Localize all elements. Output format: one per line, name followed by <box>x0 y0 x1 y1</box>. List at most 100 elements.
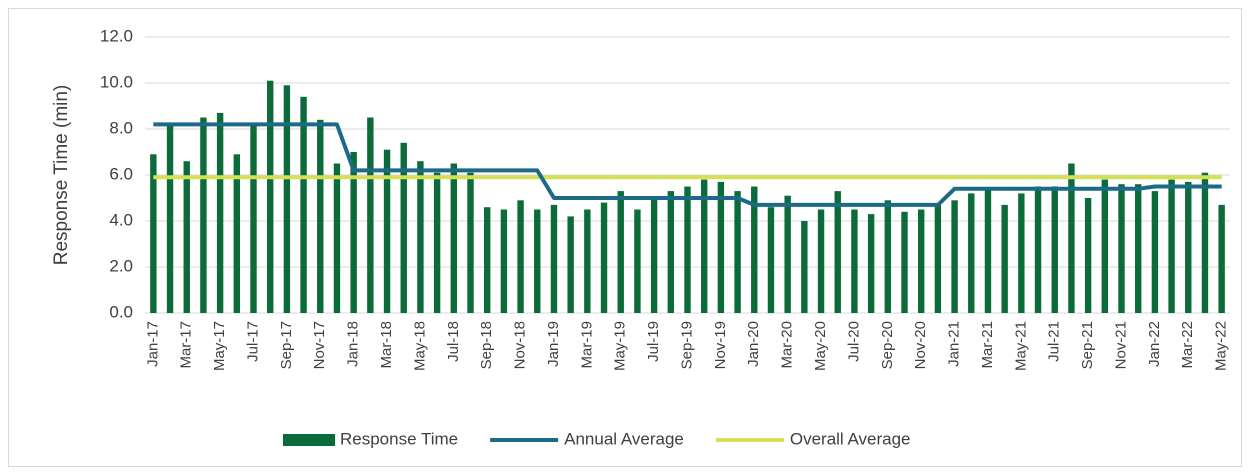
bar <box>1051 186 1058 313</box>
bar <box>550 204 558 313</box>
bar <box>851 209 858 313</box>
bar <box>150 154 157 313</box>
y-axis-label: Response Time (min) <box>51 85 72 266</box>
bar <box>300 96 307 313</box>
bar <box>250 124 257 314</box>
bar <box>200 117 207 313</box>
x-tick-label: Jan-17 <box>144 321 161 367</box>
bar <box>617 191 624 313</box>
bar <box>784 195 791 313</box>
bar <box>584 209 591 313</box>
x-tick-label: Jul-20 <box>845 321 862 362</box>
x-tick-label: Sep-21 <box>1079 321 1096 369</box>
y-tick-label: 4.0 <box>109 210 133 229</box>
bar <box>734 191 741 313</box>
x-tick-label: May-18 <box>411 321 428 371</box>
bar <box>567 216 574 313</box>
x-tick-label: Jan-20 <box>745 321 762 367</box>
bar <box>367 117 374 313</box>
bar <box>350 152 357 313</box>
bar <box>450 163 458 313</box>
x-tick-label: Jul-21 <box>1046 321 1063 362</box>
bar <box>1218 204 1225 313</box>
bar <box>467 172 474 313</box>
bar <box>1101 179 1109 313</box>
bar <box>433 172 441 313</box>
bar <box>1084 198 1092 313</box>
bar <box>1001 204 1008 313</box>
bar <box>1185 181 1192 313</box>
x-tick-label: Mar-17 <box>178 321 195 369</box>
bar <box>166 124 174 314</box>
x-tick-label: Jul-19 <box>645 321 662 362</box>
x-tick-label: Jan-19 <box>545 321 562 367</box>
bar <box>183 161 190 313</box>
bar <box>834 191 841 313</box>
x-tick-label: Nov-21 <box>1112 321 1129 369</box>
x-tick-label: May-21 <box>1012 321 1029 371</box>
bar <box>1134 184 1142 313</box>
bar <box>500 209 508 313</box>
bar <box>1201 172 1209 313</box>
x-tick-label: Sep-17 <box>278 321 295 369</box>
bar <box>650 198 658 313</box>
x-tick-label: Sep-20 <box>879 321 896 369</box>
bar <box>684 186 691 313</box>
bar <box>517 200 524 313</box>
bar <box>266 80 274 313</box>
bar <box>984 188 992 313</box>
x-tick-label: Nov-18 <box>512 321 529 369</box>
bar <box>934 204 942 313</box>
bar <box>1168 179 1175 313</box>
bar <box>317 119 324 313</box>
bar <box>233 154 241 313</box>
bar <box>417 161 424 313</box>
x-tick-label: May-20 <box>812 321 829 371</box>
legend-swatch <box>283 434 335 446</box>
x-tick-label: Jan-18 <box>345 321 362 367</box>
bar <box>884 200 892 313</box>
bar <box>751 186 758 313</box>
bar <box>700 179 708 313</box>
bar <box>333 163 341 313</box>
bar <box>1018 193 1025 313</box>
legend-label: Overall Average <box>790 429 911 448</box>
bar <box>1118 184 1125 313</box>
bar <box>901 211 908 313</box>
y-tick-label: 8.0 <box>109 118 133 137</box>
x-tick-label: Mar-20 <box>779 321 796 369</box>
bar <box>1151 191 1159 313</box>
x-tick-label: May-19 <box>612 321 629 371</box>
bar <box>968 193 975 313</box>
bar <box>1068 163 1075 313</box>
x-tick-label: Mar-21 <box>979 321 996 369</box>
x-tick-label: Mar-18 <box>378 321 395 369</box>
bar <box>667 191 675 313</box>
x-tick-label: Nov-20 <box>912 321 929 369</box>
y-tick-label: 2.0 <box>109 256 133 275</box>
x-tick-label: Jul-17 <box>244 321 261 362</box>
x-tick-label: Jan-22 <box>1146 321 1163 367</box>
legend-label: Response Time <box>340 429 458 448</box>
bar <box>1034 186 1042 313</box>
bar <box>283 85 291 313</box>
bar <box>817 209 825 313</box>
bar <box>801 221 808 313</box>
bar <box>767 207 775 313</box>
x-tick-label: Mar-22 <box>1179 321 1196 369</box>
y-tick-label: 10.0 <box>100 72 133 91</box>
bar <box>951 200 958 313</box>
legend-label: Annual Average <box>564 429 684 448</box>
bar <box>483 207 491 313</box>
bar <box>383 149 391 313</box>
x-tick-label: Sep-18 <box>478 321 495 369</box>
bar <box>867 214 875 313</box>
bar <box>216 112 224 314</box>
line <box>153 122 1222 207</box>
bar <box>717 181 725 313</box>
bar <box>534 209 541 313</box>
bar <box>634 209 641 313</box>
x-tick-label: Mar-19 <box>578 321 595 369</box>
x-tick-label: Sep-19 <box>678 321 695 369</box>
